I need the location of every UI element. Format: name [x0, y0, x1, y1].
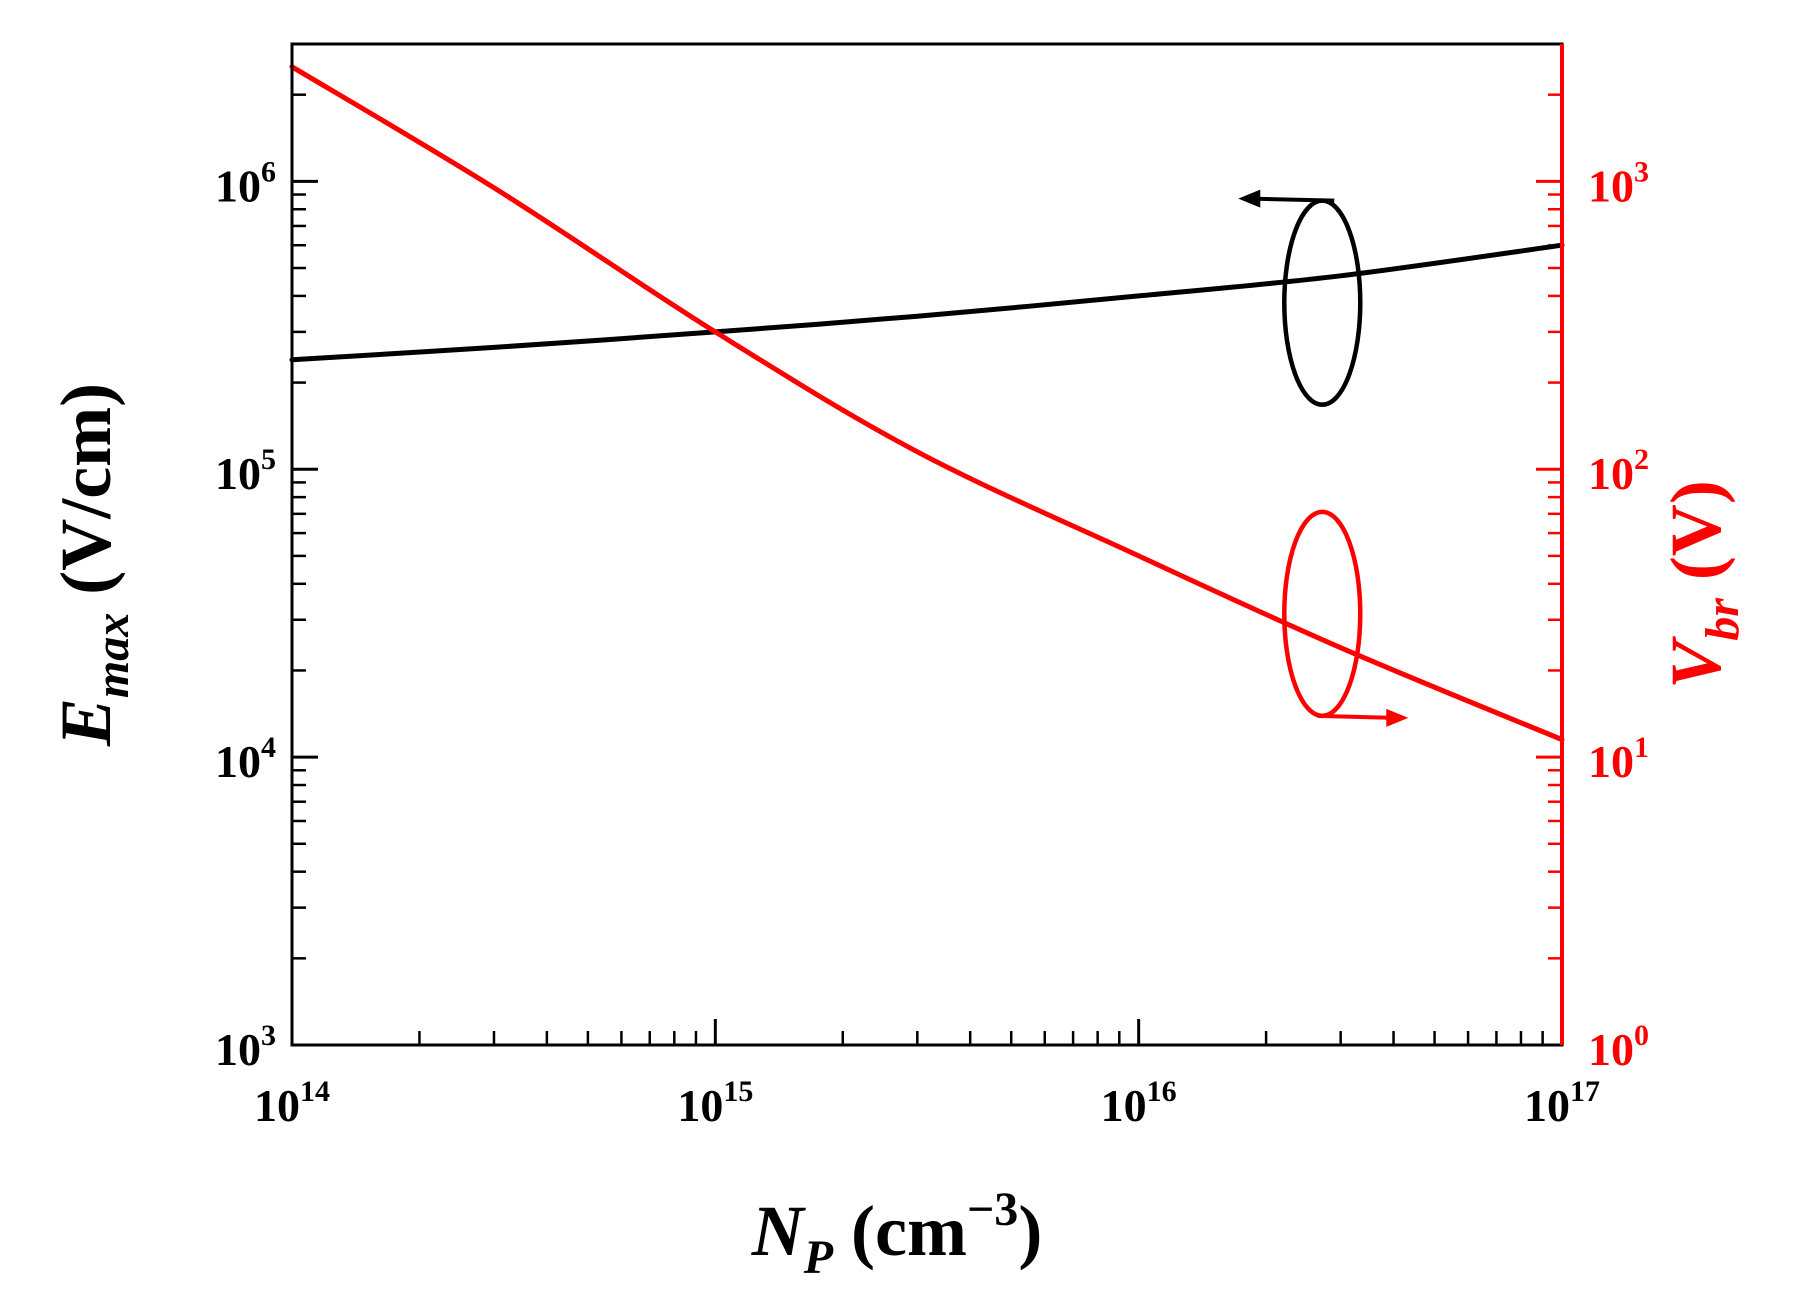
y-right-tick-label-base: 10 — [1588, 736, 1634, 787]
x-title-main: N — [751, 1191, 807, 1271]
x-tick-label-base: 10 — [1524, 1080, 1570, 1131]
annotations — [1238, 189, 1409, 727]
x-title-close: ) — [1018, 1191, 1042, 1271]
y-left-tick-label: 106 — [215, 155, 276, 211]
series-line-vbr — [289, 64, 1565, 743]
y-left-tick-label-exponent: 3 — [261, 1019, 276, 1052]
y-right-tick-label-exponent: 2 — [1634, 443, 1649, 476]
y-left-tick-label-base: 10 — [215, 1024, 261, 1075]
y-right-title-group: Vbr (V) — [1656, 480, 1749, 689]
series-layer — [289, 64, 1565, 743]
y-left-tick-label-base: 10 — [215, 736, 261, 787]
x-title-sub: P — [803, 1231, 834, 1284]
y-left-tick-label-exponent: 5 — [261, 443, 276, 476]
y-left-tick-label-base: 10 — [215, 448, 261, 499]
x-tick-label-base: 10 — [254, 1080, 300, 1131]
plot-frame — [290, 42, 1564, 1047]
y-left-tick-label-exponent: 4 — [261, 731, 276, 764]
x-title-rest: (cm — [833, 1191, 967, 1271]
x-tick-label-base: 10 — [677, 1080, 723, 1131]
y-right-title-main: V — [1656, 636, 1736, 689]
arrow-shaft — [1252, 196, 1335, 203]
emax-indicator-ellipse — [1282, 198, 1363, 407]
left-arrow-icon — [1238, 189, 1335, 208]
x-title-sup: −3 — [967, 1183, 1018, 1236]
y-left-title-rest: (V/cm) — [46, 383, 126, 613]
y-right-tick-label-exponent: 3 — [1634, 155, 1649, 188]
x-tick-label: 1015 — [677, 1075, 753, 1131]
y-right-tick-label: 103 — [1588, 155, 1649, 211]
vbr-indicator-ellipse — [1282, 509, 1363, 719]
x-tick-label-exponent: 17 — [1570, 1075, 1600, 1108]
x-tick-label-base: 10 — [1101, 1080, 1147, 1131]
y-right-axis-title: Vbr (V) — [1656, 480, 1749, 689]
y-right-tick-label-base: 10 — [1588, 448, 1634, 499]
y-left-tick-label: 104 — [215, 731, 276, 787]
y-left-title-group: Emax (V/cm) — [46, 383, 139, 747]
y-right-tick-label: 100 — [1588, 1019, 1649, 1075]
y-left-tick-label-base: 10 — [215, 160, 261, 211]
y-left-tick-label: 105 — [215, 443, 276, 499]
arrow-head — [1386, 708, 1409, 727]
y-left-title-main: E — [46, 698, 126, 747]
arrow-shaft — [1317, 713, 1395, 720]
series-line-emax — [289, 242, 1565, 363]
y-right-tick-label-base: 10 — [1588, 1024, 1634, 1075]
x-tick-label-exponent: 15 — [723, 1075, 753, 1108]
major-ticks — [290, 179, 1564, 1047]
y-right-title-sub: br — [1696, 597, 1749, 641]
y-right-tick-label-exponent: 0 — [1634, 1019, 1649, 1052]
x-tick-label: 1016 — [1101, 1075, 1177, 1131]
y-right-tick-label: 102 — [1588, 443, 1649, 499]
x-tick-label-exponent: 14 — [300, 1075, 330, 1108]
x-axis-title: NP (cm−3) — [751, 1183, 1043, 1284]
y-right-tick-label: 101 — [1588, 731, 1649, 787]
x-tick-label: 1017 — [1524, 1075, 1600, 1131]
minor-ticks — [292, 42, 1562, 1045]
y-right-tick-label-base: 10 — [1588, 160, 1634, 211]
y-right-tick-label-exponent: 1 — [1634, 731, 1649, 764]
x-tick-label: 1014 — [254, 1075, 330, 1131]
y-left-title-sub: max — [86, 613, 139, 698]
arrow-head — [1238, 189, 1261, 208]
y-left-tick-label: 103 — [215, 1019, 276, 1075]
y-left-tick-label-exponent: 6 — [261, 155, 276, 188]
x-tick-label-exponent: 16 — [1147, 1075, 1177, 1108]
y-left-axis-title: Emax (V/cm) — [46, 383, 139, 747]
right-arrow-icon — [1317, 708, 1409, 727]
y-right-title-rest: (V) — [1656, 480, 1736, 598]
